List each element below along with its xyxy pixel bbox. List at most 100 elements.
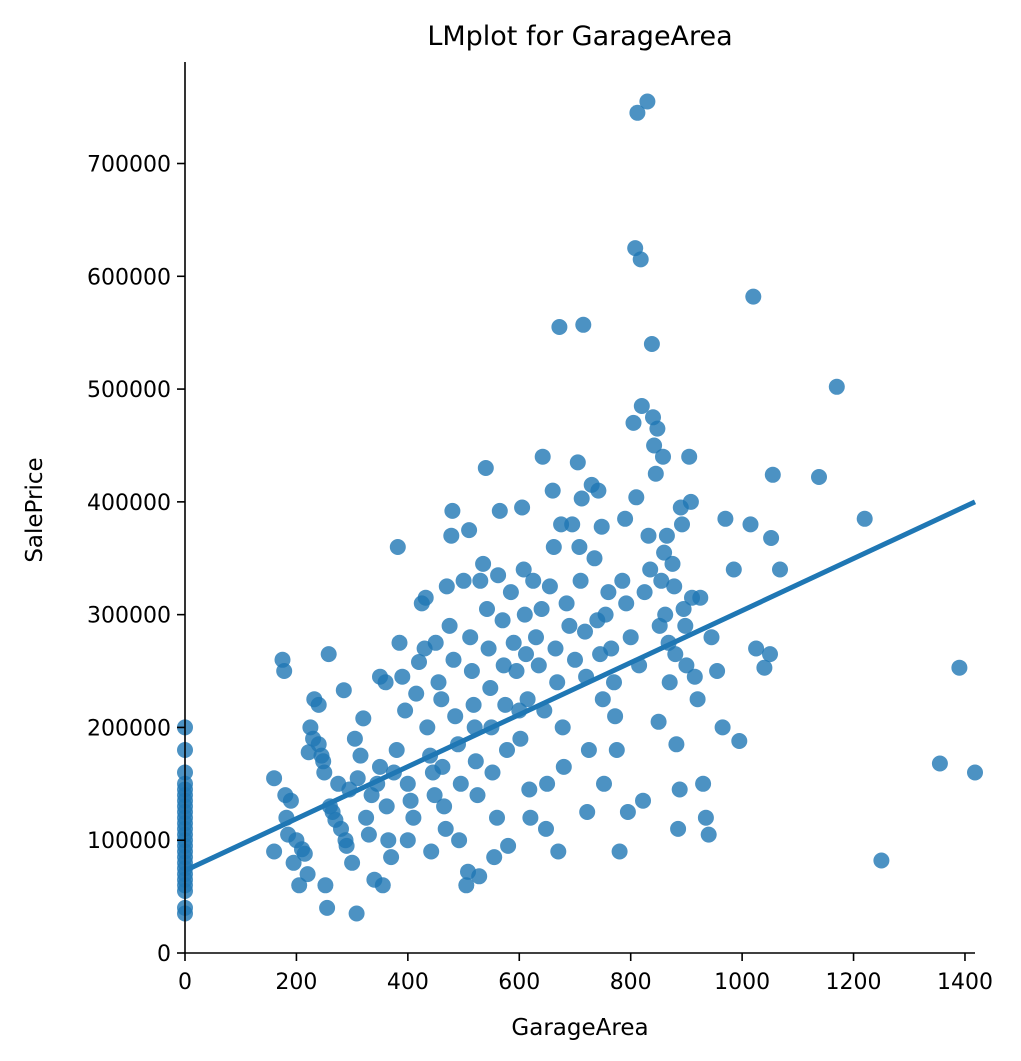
scatter-point [571, 539, 588, 555]
scatter-point [681, 448, 698, 465]
scatter-point [640, 527, 657, 544]
scatter-point [447, 708, 464, 725]
scatter-point [931, 755, 948, 772]
scatter-point [455, 572, 472, 589]
scatter-point [394, 668, 411, 685]
scatter-point [525, 572, 542, 589]
scatter-point [856, 510, 873, 527]
scatter-point [383, 849, 400, 866]
scatter-point [656, 544, 673, 561]
scatter-point [670, 820, 687, 837]
scatter-point [515, 561, 532, 578]
regression-line [183, 499, 977, 873]
scatter-point [519, 691, 536, 708]
scatter-point [346, 730, 363, 747]
scatter-point [528, 629, 544, 646]
scatter-point [490, 567, 507, 584]
scatter-point [282, 792, 299, 809]
scatter-point [692, 589, 709, 606]
scatter-point [725, 561, 742, 578]
scatter-point [475, 555, 492, 572]
y-tick-label: 100000 [87, 829, 171, 854]
x-tick-label: 0 [178, 970, 192, 995]
scatter-point [756, 659, 773, 676]
scatter-point [477, 460, 494, 476]
scatter-point [600, 584, 617, 601]
scatter-point [291, 877, 308, 894]
scatter-point [352, 747, 369, 764]
scatter-point [391, 634, 408, 651]
scatter-point [389, 539, 406, 555]
scatter-point [462, 629, 479, 646]
scatter-point [499, 742, 515, 758]
scatter-point [374, 877, 391, 894]
scatter-point [603, 640, 620, 657]
scatter-point [561, 617, 578, 634]
scatter-point [438, 578, 455, 595]
scatter-point [811, 469, 827, 485]
y-tick-label: 700000 [87, 153, 171, 178]
scatter-point [479, 601, 495, 617]
scatter-point [642, 561, 659, 578]
scatter-point [349, 770, 366, 787]
scatter-point [828, 378, 845, 395]
scatter-point [572, 572, 589, 589]
scatter-point [569, 454, 586, 471]
scatter-point [951, 659, 968, 676]
scatter-point [564, 516, 581, 533]
scatter-point [714, 719, 731, 736]
scatter-point [618, 595, 635, 612]
scatter-point [606, 674, 622, 691]
scatter-point [360, 826, 377, 843]
scatter-point [335, 682, 352, 699]
chart-title: LMplot for GarageArea [427, 21, 732, 52]
scatter-point [480, 640, 497, 657]
scatter-point [632, 251, 649, 268]
scatter-point [596, 775, 612, 792]
y-tick-label: 0 [157, 942, 171, 967]
scatter-point [397, 702, 414, 719]
scatter-point [614, 572, 631, 589]
scatter-point [319, 899, 336, 916]
scatter-point [549, 674, 566, 691]
scatter-point [467, 753, 484, 770]
scatter-point [657, 606, 674, 623]
scatter-point [567, 651, 583, 668]
x-tick-label: 1400 [937, 970, 993, 995]
scatter-point [482, 680, 499, 696]
scatter-point [344, 854, 361, 871]
scatter-point [296, 845, 313, 862]
scatter-point [276, 663, 293, 679]
scatter-point [437, 820, 454, 837]
scatter-point [452, 775, 469, 792]
scatter-point [522, 809, 539, 826]
scatter-point [619, 804, 636, 820]
scatter-point [427, 634, 444, 651]
scatter-point [533, 601, 550, 617]
scatter-point [497, 696, 514, 713]
scatter-point [433, 691, 450, 708]
scatter-point [668, 736, 685, 753]
scatter-point [611, 843, 628, 860]
scatter-point [405, 809, 422, 826]
scatter-point [967, 764, 983, 781]
scatter-point [534, 448, 551, 465]
scatter-point [695, 775, 712, 792]
scatter-point [310, 696, 327, 713]
scatter-point [378, 798, 395, 815]
scatter-point [423, 843, 440, 860]
y-tick-label: 500000 [87, 378, 171, 403]
scatter-point [625, 414, 642, 431]
scatter-point [530, 657, 547, 674]
scatter-point [633, 398, 650, 414]
scatter-point [458, 877, 475, 894]
scatter-point [521, 781, 538, 798]
scatter-point [667, 646, 684, 663]
scatter-point [512, 730, 529, 747]
scatter-point [411, 654, 427, 670]
scatter-point [320, 646, 337, 663]
scatter-point [742, 516, 759, 533]
scatter-point [266, 843, 283, 860]
scatter-point [544, 482, 561, 499]
